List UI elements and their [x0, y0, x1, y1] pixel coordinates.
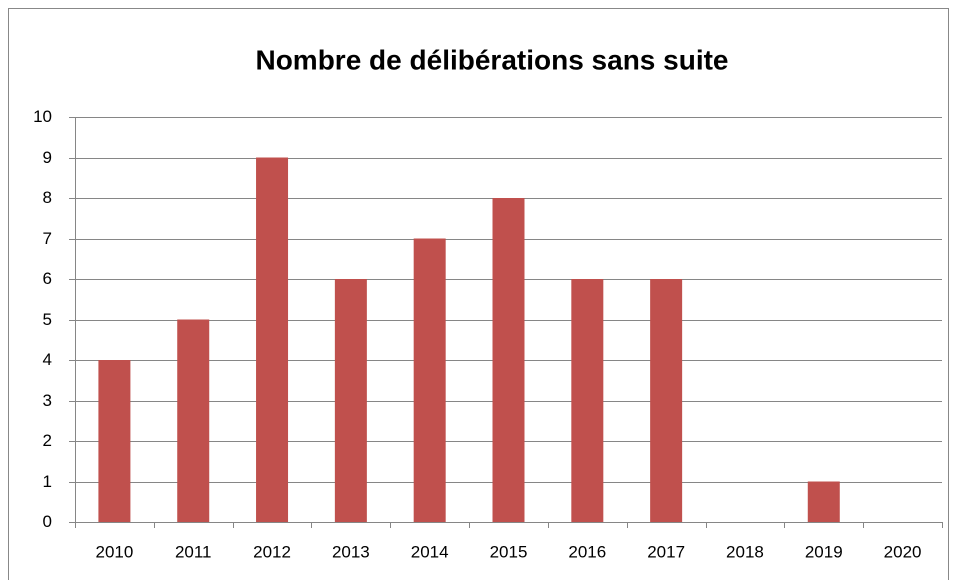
bar [413, 238, 446, 522]
x-tick-label: 2018 [726, 542, 764, 561]
bar [177, 319, 210, 522]
x-tick-label: 2013 [332, 542, 370, 561]
bar [807, 481, 840, 522]
x-tick-label: 2016 [568, 542, 606, 561]
x-tick-label: 2020 [884, 542, 922, 561]
bar [650, 279, 683, 522]
x-tick-label: 2010 [95, 542, 133, 561]
y-tick-label: 6 [43, 269, 52, 288]
y-tick-label: 1 [43, 472, 52, 491]
chart-border [8, 8, 949, 580]
chart-title: Nombre de délibérations sans suite [255, 44, 728, 75]
x-tick-label: 2019 [805, 542, 843, 561]
x-tick-label: 2014 [411, 542, 449, 561]
y-tick-label: 8 [43, 188, 52, 207]
bar [571, 279, 604, 522]
bar [256, 157, 289, 522]
y-tick-label: 2 [43, 431, 52, 450]
bar [334, 279, 367, 522]
y-tick-label: 4 [43, 350, 52, 369]
y-tick-label: 0 [43, 512, 52, 531]
x-tick-label: 2017 [647, 542, 685, 561]
x-tick-label: 2011 [175, 542, 212, 561]
y-tick-label: 7 [43, 229, 52, 248]
x-tick-label: 2015 [490, 542, 528, 561]
y-tick-label: 9 [43, 148, 52, 167]
y-tick-label: 3 [43, 391, 52, 410]
y-tick-label: 5 [43, 310, 52, 329]
bar [98, 360, 131, 522]
x-tick-label: 2012 [253, 542, 291, 561]
y-tick-label: 10 [33, 107, 52, 126]
bar [492, 198, 525, 522]
